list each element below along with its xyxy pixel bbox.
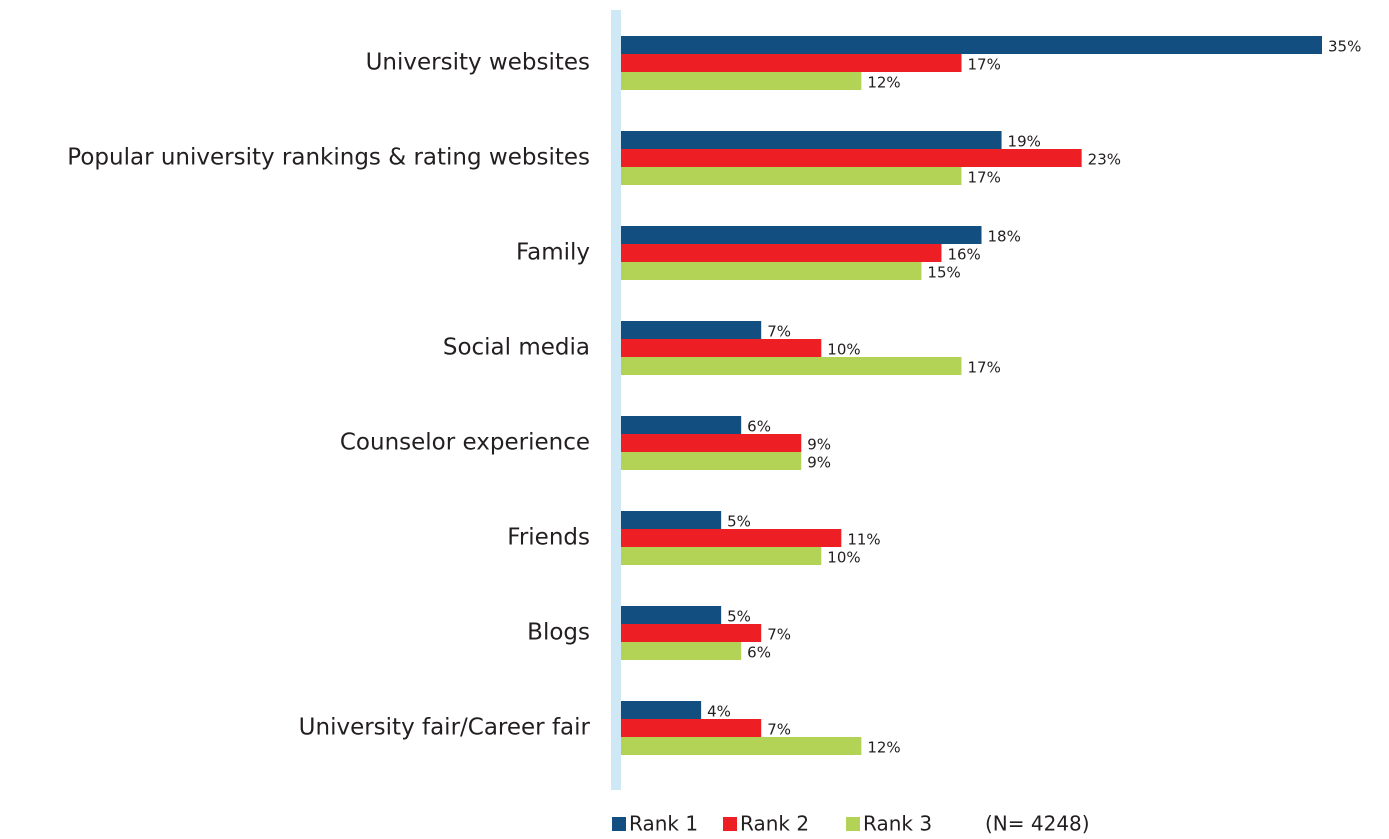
bar	[621, 131, 1002, 149]
bar	[621, 262, 922, 280]
bar	[621, 357, 962, 375]
legend-swatch	[723, 817, 737, 831]
value-label: 12%	[867, 74, 900, 92]
value-label: 17%	[967, 169, 1000, 187]
legend-label: Rank 2	[740, 812, 809, 836]
value-label: 12%	[867, 739, 900, 757]
value-label: 10%	[827, 341, 860, 359]
bar	[621, 701, 702, 719]
bar	[621, 434, 802, 452]
value-label: 6%	[747, 418, 771, 436]
value-label: 5%	[727, 513, 751, 531]
value-label: 23%	[1088, 151, 1121, 169]
value-label: 19%	[1008, 133, 1041, 151]
category-label: Social media	[443, 335, 590, 361]
bar	[621, 547, 822, 565]
legend-label: Rank 1	[629, 812, 698, 836]
category-label: Popular university rankings & rating web…	[67, 145, 590, 171]
value-label: 17%	[967, 56, 1000, 74]
value-label: 7%	[767, 626, 791, 644]
value-label: 7%	[767, 323, 791, 341]
value-label: 15%	[927, 264, 960, 282]
bar	[621, 339, 822, 357]
value-label: 10%	[827, 549, 860, 567]
legend-label: Rank 3	[863, 812, 932, 836]
bar	[621, 54, 962, 72]
value-label: 9%	[807, 454, 831, 472]
category-label: Friends	[507, 525, 590, 551]
bar	[621, 606, 722, 624]
bar	[621, 719, 762, 737]
value-label: 4%	[707, 703, 731, 721]
category-label: Blogs	[527, 620, 590, 646]
bar	[621, 72, 862, 90]
legend-swatch	[612, 817, 626, 831]
bar	[621, 416, 742, 434]
bar	[621, 511, 722, 529]
category-label: University fair/Career fair	[299, 715, 591, 741]
bar	[621, 36, 1322, 54]
category-label: University websites	[366, 50, 590, 76]
bar	[621, 624, 762, 642]
bar	[621, 737, 862, 755]
value-label: 9%	[807, 436, 831, 454]
value-label: 16%	[947, 246, 980, 264]
note: (N= 4248)	[985, 812, 1090, 836]
value-label: 35%	[1328, 38, 1361, 56]
bar	[621, 149, 1082, 167]
value-label: 7%	[767, 721, 791, 739]
legend-swatch	[846, 817, 860, 831]
bar	[621, 226, 982, 244]
category-label: Counselor experience	[340, 430, 590, 456]
value-label: 17%	[967, 359, 1000, 377]
category-label: Family	[516, 240, 590, 266]
bar	[621, 321, 762, 339]
bar	[621, 167, 962, 185]
axis-line	[611, 10, 621, 790]
bar	[621, 529, 842, 547]
bar	[621, 452, 802, 470]
bar	[621, 642, 742, 660]
bar	[621, 244, 942, 262]
value-label: 5%	[727, 608, 751, 626]
value-label: 11%	[847, 531, 880, 549]
value-label: 6%	[747, 644, 771, 662]
value-label: 18%	[988, 228, 1021, 246]
